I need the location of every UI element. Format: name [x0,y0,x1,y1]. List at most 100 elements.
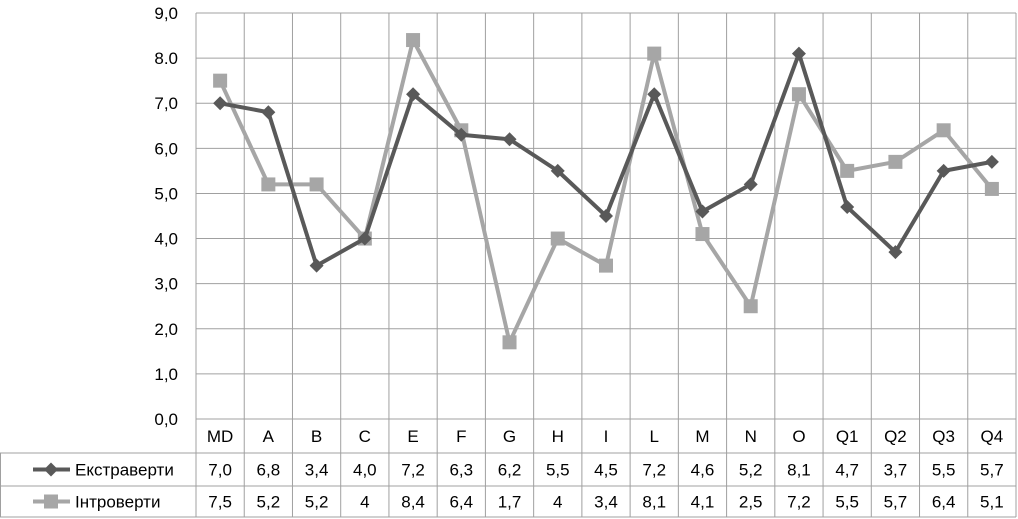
category-label: A [263,427,275,446]
table-cell-value: 5,5 [932,461,956,480]
data-point-marker [840,163,855,178]
data-point-marker [695,204,710,219]
category-label: I [604,427,609,446]
table-cell-value: 7,2 [787,493,811,512]
data-point-marker [261,177,276,192]
data-point-marker [454,127,469,142]
table-cell-value: 5,7 [980,461,1004,480]
table-cell-value: 4,7 [835,461,859,480]
y-tick-label: 0,0 [154,410,178,429]
category-label: Q2 [884,427,907,446]
table-cell-value: 8,4 [401,493,425,512]
data-point-marker [357,231,372,246]
table-cell-value: 5,5 [835,493,859,512]
table-cell-value: 2,5 [739,493,763,512]
category-label: G [503,427,516,446]
category-label: MD [207,427,233,446]
category-label: O [792,427,805,446]
data-point-marker [213,73,228,88]
table-cell-value: 1,7 [498,493,522,512]
category-label: H [552,427,564,446]
table-cell-value: 8,1 [787,461,811,480]
table-cell-value: 4,0 [353,461,377,480]
table-cell-value: 4 [360,493,369,512]
category-label: Q1 [836,427,859,446]
y-tick-label: 9,0 [154,4,178,23]
data-point-marker [647,87,662,102]
data-point-marker [44,462,58,477]
category-label: B [311,427,322,446]
data-point-marker [261,105,276,120]
data-point-marker [550,163,565,178]
y-tick-label: 7,0 [154,94,178,113]
data-point-marker [406,87,421,102]
data-point-marker [888,154,903,169]
series-lines [213,33,999,350]
data-point-marker [213,96,228,111]
y-tick-label: 8.0 [154,49,178,68]
grid [195,12,1017,517]
y-axis-ticks: 0,0 1,0 2,0 3,0 4,0 5,0 6,0 7,0 8.0 9,0 [154,4,178,429]
data-point-marker [791,46,806,61]
table-cell-value: 3,4 [305,461,329,480]
table-cell-value: 5,2 [257,493,281,512]
data-point-marker [309,258,324,273]
table-cell-value: 6,4 [932,493,956,512]
category-label: Q4 [981,427,1004,446]
table-cell-value: 3,4 [594,493,618,512]
y-tick-label: 4,0 [154,230,178,249]
table-cell-value: 6,4 [449,493,473,512]
table-cell-value: 4,1 [691,493,715,512]
data-point-marker [743,177,758,192]
data-point-marker [550,231,565,246]
y-tick-label: 5,0 [154,184,178,203]
data-point-marker [984,181,999,196]
data-point-marker [984,154,999,169]
data-point-marker [502,335,517,350]
table-cell-value: 6,8 [257,461,281,480]
y-tick-label: 2,0 [154,320,178,339]
legend-label: Екстраверти [75,461,174,480]
data-point-marker [502,132,517,147]
table-cell-value: 5,2 [739,461,763,480]
table-cell-value: 5,1 [980,493,1004,512]
data-point-marker [936,123,951,138]
data-table: MD A B C E F G H I L M N O Q1 Q2 Q3 Q4 Екстраверти 7,0 6,8 3… [0,427,1016,518]
data-point-marker [44,494,58,509]
y-tick-label: 1,0 [154,365,178,384]
table-cell-value: 4 [553,493,562,512]
table-cell-value: 7,2 [401,461,425,480]
data-point-marker [936,163,951,178]
data-point-marker [791,87,806,102]
table-cell-value: 7,0 [208,461,232,480]
category-label: M [695,427,709,446]
table-cell-value: 6,3 [449,461,473,480]
category-label: L [650,427,659,446]
category-label: Q3 [932,427,955,446]
table-cell-value: 8,1 [642,493,666,512]
category-label: E [407,427,418,446]
table-cell-value: 5,2 [305,493,329,512]
category-label: F [456,427,466,446]
data-point-marker [599,258,613,273]
table-cell-value: 5,5 [546,461,570,480]
y-tick-label: 3,0 [154,275,178,294]
data-point-marker [743,299,758,314]
table-cell-value: 4,5 [594,461,618,480]
table-cell-value: 7,2 [642,461,666,480]
table-cell-value: 7,5 [208,493,232,512]
table-cell-value: 6,2 [498,461,522,480]
table-cell-value: 4,6 [691,461,715,480]
data-point-marker [888,245,903,260]
y-tick-label: 6,0 [154,139,178,158]
table-cell-value: 5,7 [884,493,908,512]
data-point-marker [695,227,710,242]
table-cell-value: 3,7 [884,461,908,480]
category-label: N [745,427,757,446]
series-diamond [213,46,999,273]
data-point-marker [309,177,324,192]
data-point-marker [599,209,613,223]
category-label: C [359,427,371,446]
